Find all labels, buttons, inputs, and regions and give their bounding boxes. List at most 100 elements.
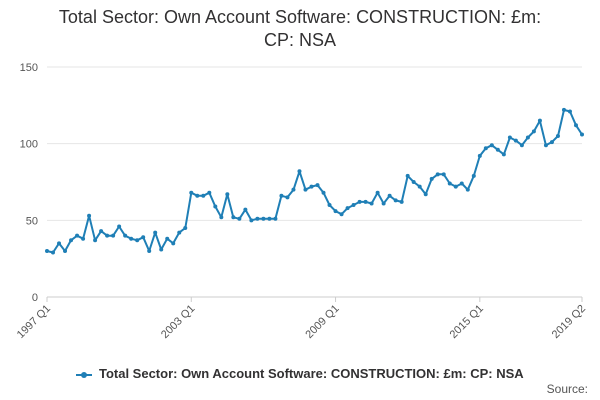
data-point bbox=[519, 143, 524, 148]
data-point bbox=[51, 250, 56, 255]
data-point bbox=[423, 192, 428, 197]
data-point bbox=[525, 135, 530, 140]
data-point bbox=[189, 190, 194, 195]
data-point bbox=[129, 236, 134, 241]
data-point bbox=[201, 193, 206, 198]
series-line bbox=[46, 108, 583, 254]
data-point bbox=[387, 193, 392, 198]
data-point bbox=[573, 123, 578, 128]
data-point bbox=[153, 230, 158, 235]
data-point bbox=[183, 226, 188, 230]
data-point bbox=[537, 118, 542, 123]
x-tick-label: 1997 Q1 bbox=[15, 303, 53, 341]
data-point bbox=[147, 249, 152, 253]
y-tick-label: 100 bbox=[20, 139, 38, 151]
data-point bbox=[567, 109, 572, 114]
data-point bbox=[333, 209, 338, 214]
data-point bbox=[555, 134, 560, 138]
data-point bbox=[237, 216, 242, 221]
data-point bbox=[93, 238, 98, 243]
data-point bbox=[435, 172, 440, 177]
data-point bbox=[291, 187, 296, 192]
data-point bbox=[255, 216, 260, 221]
data-point bbox=[453, 184, 458, 189]
data-point bbox=[279, 193, 284, 198]
data-point bbox=[213, 204, 218, 209]
data-point bbox=[375, 190, 380, 195]
data-point bbox=[321, 190, 326, 195]
data-point bbox=[297, 169, 302, 174]
data-point bbox=[315, 183, 320, 188]
data-point bbox=[117, 224, 122, 229]
data-point bbox=[327, 203, 332, 207]
data-point bbox=[81, 236, 86, 241]
data-point bbox=[369, 201, 374, 206]
data-point bbox=[225, 192, 230, 197]
data-point bbox=[273, 216, 278, 221]
data-point bbox=[501, 152, 506, 157]
data-point bbox=[159, 247, 164, 252]
data-point bbox=[507, 135, 512, 140]
data-point bbox=[309, 184, 314, 189]
data-point bbox=[363, 199, 368, 204]
data-point bbox=[399, 199, 404, 204]
data-point bbox=[267, 216, 272, 221]
data-point bbox=[69, 238, 74, 243]
chart-title-line-2: CP: NSA bbox=[263, 30, 337, 50]
data-point bbox=[111, 233, 116, 238]
y-tick-label: 50 bbox=[26, 215, 38, 227]
data-point bbox=[561, 107, 566, 112]
legend[interactable]: Total Sector: Own Account Software: CONS… bbox=[0, 366, 600, 381]
data-point bbox=[429, 176, 434, 181]
data-point bbox=[381, 201, 386, 206]
data-point bbox=[177, 230, 182, 235]
legend-series-label: Total Sector: Own Account Software: CONS… bbox=[98, 366, 524, 381]
chart-title-line-1: Total Sector: Own Account Software: CONS… bbox=[58, 7, 542, 27]
data-point bbox=[141, 235, 146, 240]
data-point bbox=[123, 233, 128, 238]
data-point bbox=[75, 233, 80, 238]
y-tick-label: 0 bbox=[32, 292, 38, 304]
data-point bbox=[489, 143, 494, 148]
x-tick-label: 2019 Q2 bbox=[550, 303, 588, 341]
data-point bbox=[495, 147, 500, 152]
legend-series-marker bbox=[76, 371, 93, 379]
data-point bbox=[87, 213, 92, 218]
data-point bbox=[405, 173, 410, 178]
source-label: Source: bbox=[546, 382, 588, 396]
data-point bbox=[477, 153, 482, 158]
data-point bbox=[471, 173, 476, 178]
data-point bbox=[171, 241, 176, 246]
data-point bbox=[447, 181, 452, 186]
data-point bbox=[580, 132, 584, 137]
data-point bbox=[165, 236, 170, 241]
data-point bbox=[549, 140, 554, 145]
data-point bbox=[195, 193, 200, 198]
data-point bbox=[57, 241, 62, 246]
chart-title: Total Sector: Own Account Software: CONS… bbox=[0, 6, 600, 52]
data-point bbox=[441, 172, 446, 177]
x-tick-label: 2015 Q1 bbox=[448, 303, 486, 341]
data-point bbox=[417, 184, 422, 189]
data-point bbox=[345, 206, 350, 211]
data-point bbox=[285, 195, 290, 200]
data-point bbox=[411, 180, 416, 184]
data-point bbox=[261, 216, 266, 221]
data-point bbox=[531, 129, 536, 134]
data-point bbox=[459, 181, 464, 186]
data-point bbox=[135, 238, 140, 243]
data-point bbox=[393, 198, 398, 203]
data-point bbox=[465, 187, 470, 192]
data-point bbox=[483, 146, 488, 151]
data-point bbox=[219, 215, 224, 220]
data-point bbox=[303, 187, 308, 192]
data-point bbox=[513, 138, 518, 143]
data-point bbox=[63, 249, 68, 253]
data-point bbox=[99, 229, 104, 234]
y-tick-label: 150 bbox=[20, 62, 38, 74]
data-point bbox=[207, 190, 212, 195]
data-point bbox=[45, 249, 49, 253]
x-tick-label: 2003 Q1 bbox=[159, 303, 197, 341]
data-point bbox=[249, 218, 254, 223]
